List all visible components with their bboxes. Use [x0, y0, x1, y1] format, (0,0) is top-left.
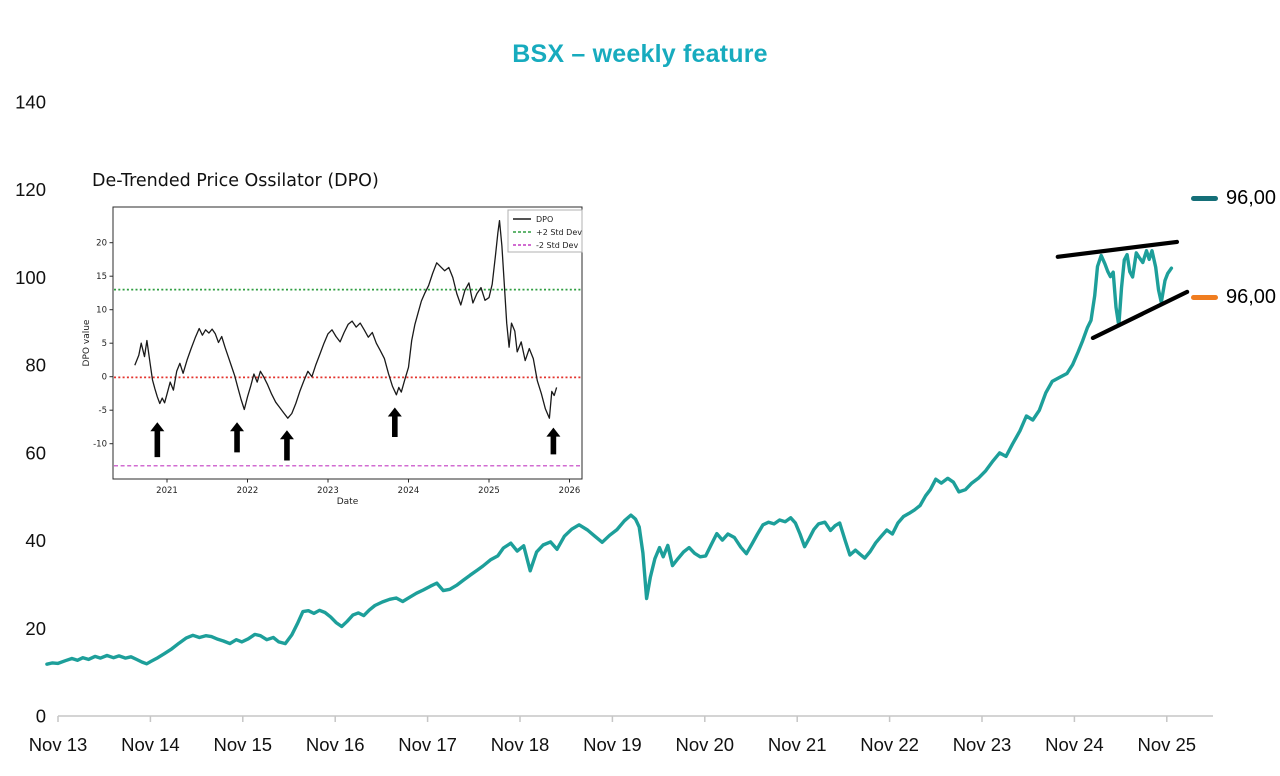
y-tick-label: 100 [15, 267, 46, 288]
x-tick-label: 2025 [478, 486, 500, 496]
trendline-lower [1090, 289, 1190, 341]
x-tick-label: Nov 16 [306, 734, 365, 755]
y-tick-label: 120 [15, 179, 46, 200]
y-tick-label: -10 [93, 440, 107, 450]
trendline-upper [1055, 239, 1180, 259]
x-tick-label: 2024 [398, 486, 420, 496]
price-label-teal: 96,00 [1191, 184, 1276, 212]
x-axis-label: Date [337, 497, 359, 507]
y-tick-label: 15 [96, 272, 107, 282]
x-tick-label: Nov 24 [1045, 734, 1104, 755]
x-tick-label: Nov 17 [398, 734, 457, 755]
buy-arrow-icon [230, 422, 245, 453]
page-title: BSX – weekly feature [512, 40, 768, 68]
y-tick-label: 80 [25, 355, 46, 376]
x-tick-label: Nov 13 [29, 734, 88, 755]
x-tick-label: Nov 23 [953, 734, 1012, 755]
buy-arrow-icon [387, 407, 402, 437]
x-tick-label: 2021 [156, 486, 178, 496]
y-tick-label: 0 [102, 373, 107, 383]
x-tick-label: 2023 [317, 486, 339, 496]
x-tick-label: Nov 22 [860, 734, 919, 755]
price-label-text: 96,00 [1226, 186, 1277, 209]
plot-frame [112, 206, 583, 480]
x-tick-label: Nov 19 [583, 734, 642, 755]
buy-arrow-icon [150, 422, 165, 458]
orange-dash-marker [1191, 294, 1218, 300]
buy-arrow-icon [279, 430, 294, 461]
dpo-line [134, 219, 558, 419]
buy-arrow-icon [546, 427, 561, 455]
x-tick-label: Nov 21 [768, 734, 827, 755]
teal-dash-marker [1191, 195, 1218, 201]
legend-label: -2 Std Dev [536, 241, 578, 250]
x-tick-label: 2022 [237, 486, 259, 496]
y-tick-label: 40 [25, 530, 46, 551]
x-tick-label: Nov 25 [1137, 734, 1196, 755]
price-label-text: 96,00 [1226, 285, 1277, 308]
dpo-inset: De-Trended Price Ossilator (DPO) -10 -5 0 5… [80, 165, 600, 510]
price-label-orange: 96,00 [1191, 283, 1276, 311]
dpo-chart: -10 -5 0 5 10 15 20 2021 2022 2023 2024 2025 2026 Dat… [82, 206, 583, 507]
x-tick-label: Nov 20 [675, 734, 734, 755]
legend-label: +2 Std Dev [536, 228, 582, 237]
y-tick-label: 60 [25, 442, 46, 463]
y-tick-label: 0 [36, 706, 46, 727]
y-axis-label: DPO value [82, 319, 92, 366]
y-tick-label: 140 [15, 92, 46, 113]
inset-title: De-Trended Price Ossilator (DPO) [92, 171, 379, 191]
x-tick-label: 2026 [559, 486, 581, 496]
y-tick-label: 10 [96, 306, 107, 316]
y-tick-label: 5 [102, 339, 107, 349]
y-tick-label: 20 [25, 618, 46, 639]
x-tick-label: Nov 15 [213, 734, 272, 755]
legend-label: DPO [536, 215, 553, 224]
price-line [45, 249, 1174, 666]
y-tick-label: 20 [96, 239, 107, 249]
x-tick-label: Nov 14 [121, 734, 180, 755]
y-tick-label: -5 [99, 406, 107, 416]
x-tick-label: Nov 18 [491, 734, 550, 755]
